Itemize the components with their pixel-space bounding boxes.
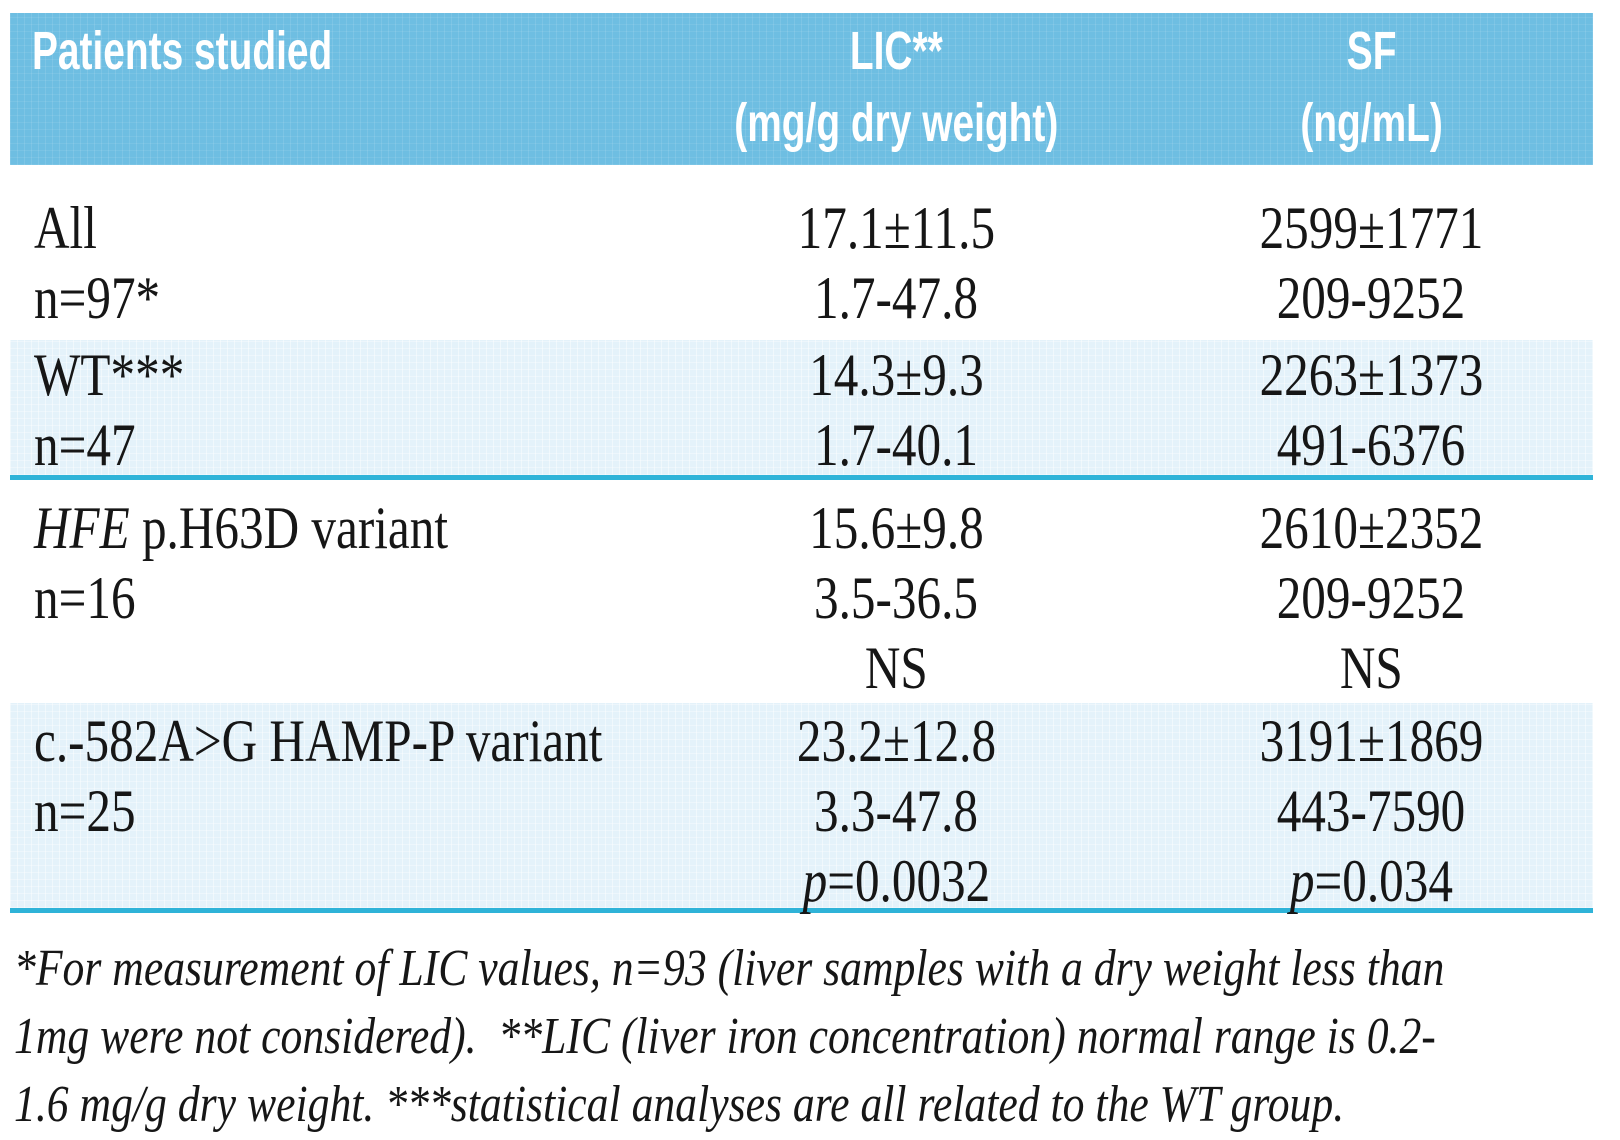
sf-stat: NS: [1339, 635, 1403, 701]
table-header-row: Patients studied LIC** (mg/g dry weight)…: [10, 13, 1593, 165]
cell-hfe-label: HFE p.H63D variant n=16: [10, 493, 643, 703]
row-label: All: [34, 195, 97, 261]
header-label-patients-studied: Patients studied: [32, 21, 333, 81]
footnote-line-1: *For measurement of LIC values, n=93 (li…: [14, 940, 1445, 997]
sf-mean: 2610±2352: [1259, 495, 1484, 561]
cell-hamp-label: c.-582A>G HAMP-P variant n=25: [10, 706, 643, 916]
row-label: HFE p.H63D variant: [34, 495, 449, 561]
row-n: n=97*: [34, 265, 161, 331]
header-label-lic-units: (mg/g dry weight): [734, 93, 1059, 153]
table-row-wt: WT*** n=47 14.3±9.3 1.7-40.1 2263±1373 4…: [10, 340, 1593, 480]
footnote-line-3: 1.6 mg/g dry weight. ***statistical anal…: [14, 1076, 1345, 1133]
cell-wt-label: WT*** n=47: [10, 340, 643, 480]
header-cell-lic: LIC** (mg/g dry weight): [643, 13, 1150, 165]
row-n: n=47: [34, 412, 136, 478]
table-row-all: All n=97* 17.1±11.5 1.7-47.8 2599±1771 2…: [10, 165, 1593, 340]
row-n: n=16: [34, 565, 136, 631]
p-symbol-italic: p: [1289, 848, 1315, 914]
sf-mean: 3191±1869: [1259, 708, 1484, 774]
sf-range: 491-6376: [1277, 412, 1466, 478]
lic-range: 3.5-36.5: [814, 565, 979, 631]
cell-wt-sf: 2263±1373 491-6376: [1150, 340, 1593, 480]
lic-range: 3.3-47.8: [814, 778, 979, 844]
sf-p-value: p=0.034: [1289, 848, 1453, 914]
patients-table: Patients studied LIC** (mg/g dry weight)…: [10, 13, 1593, 916]
cell-hfe-sf: 2610±2352 209-9252 NS: [1150, 493, 1593, 703]
gene-name-italic: HFE: [34, 495, 130, 561]
header-label-sf: SF: [1346, 21, 1397, 81]
sf-mean: 2599±1771: [1259, 195, 1484, 261]
cell-hfe-lic: 15.6±9.8 3.5-36.5 NS: [643, 493, 1150, 703]
lic-mean: 14.3±9.3: [809, 342, 984, 408]
lic-range: 1.7-47.8: [814, 265, 979, 331]
lic-mean: 17.1±11.5: [797, 195, 996, 261]
cell-hamp-sf: 3191±1869 443-7590 p=0.034: [1150, 706, 1593, 916]
cell-all-lic: 17.1±11.5 1.7-47.8: [643, 193, 1150, 340]
header-cell-patients-studied: Patients studied: [10, 13, 643, 165]
lic-mean: 15.6±9.8: [809, 495, 984, 561]
cell-wt-lic: 14.3±9.3 1.7-40.1: [643, 340, 1150, 480]
footnote: *For measurement of LIC values, n=93 (li…: [14, 936, 1614, 1140]
lic-stat: NS: [865, 635, 928, 701]
table-row-hfe-h63d: HFE p.H63D variant n=16 15.6±9.8 3.5-36.…: [10, 480, 1593, 703]
lic-mean: 23.2±12.8: [796, 708, 997, 774]
footnote-line-2: 1mg were not considered). **LIC (liver i…: [14, 1008, 1436, 1065]
sf-range: 209-9252: [1277, 265, 1466, 331]
p-symbol-italic: p: [802, 848, 828, 914]
header-label-lic: LIC**: [850, 21, 943, 81]
cell-all-sf: 2599±1771 209-9252: [1150, 193, 1593, 340]
row-label: WT***: [34, 342, 185, 408]
cell-hamp-lic: 23.2±12.8 3.3-47.8 p=0.0032: [643, 706, 1150, 916]
lic-p-value: p=0.0032: [802, 848, 991, 914]
sf-range: 209-9252: [1277, 565, 1466, 631]
table-row-hamp-variant: c.-582A>G HAMP-P variant n=25 23.2±12.8 …: [10, 703, 1593, 916]
row-n: n=25: [34, 778, 136, 844]
sf-mean: 2263±1373: [1259, 342, 1484, 408]
sf-range: 443-7590: [1277, 778, 1466, 844]
header-cell-sf: SF (ng/mL): [1150, 13, 1593, 165]
cell-all-label: All n=97*: [10, 193, 643, 340]
lic-range: 1.7-40.1: [814, 412, 979, 478]
header-label-sf-units: (ng/mL): [1300, 93, 1443, 153]
row-label: c.-582A>G HAMP-P variant: [34, 708, 603, 774]
